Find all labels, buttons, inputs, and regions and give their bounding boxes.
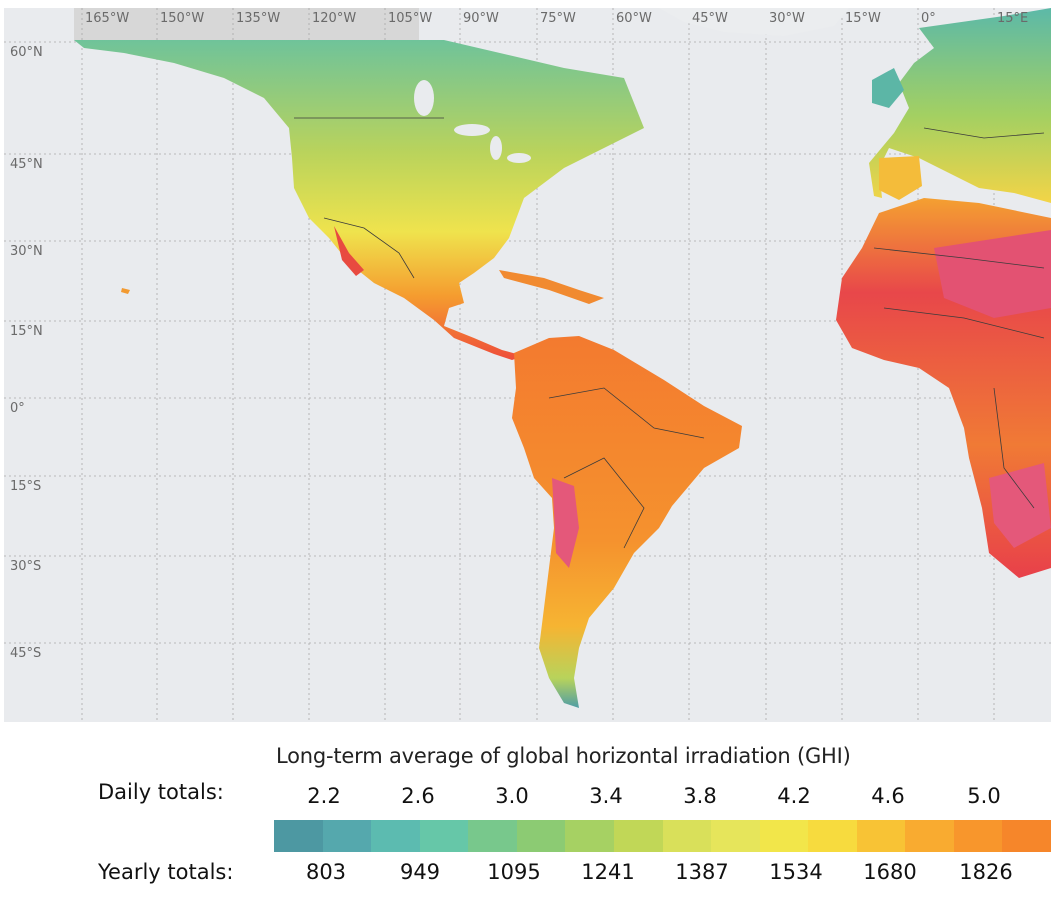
color-swatch xyxy=(371,820,420,852)
iberia xyxy=(879,156,922,200)
kalahari-peak xyxy=(989,463,1051,548)
color-swatch xyxy=(1002,820,1051,852)
daily-tick: 3.8 xyxy=(683,784,717,808)
daily-tick: 5.0 xyxy=(967,784,1001,808)
latitude-label: 60°N xyxy=(10,45,43,60)
longitude-label: 60°W xyxy=(616,11,652,26)
header-band xyxy=(74,8,419,41)
color-swatch xyxy=(274,820,323,852)
yearly-tick: 1534 xyxy=(769,860,823,884)
longitude-label: 0° xyxy=(921,11,936,26)
longitude-labels: 165°W 150°W 135°W 120°W 105°W 90°W 75°W 60°W 45°… xyxy=(85,11,1028,26)
legend: Long-term average of global horizontal i… xyxy=(0,722,1051,905)
longitude-label: 45°W xyxy=(692,11,728,26)
longitude-label: 30°W xyxy=(769,11,805,26)
color-swatch xyxy=(468,820,517,852)
yearly-tick: 1680 xyxy=(863,860,917,884)
daily-tick: 3.0 xyxy=(495,784,529,808)
latitude-label: 45°S xyxy=(10,646,41,661)
mexico-west-coast xyxy=(334,226,364,276)
latitude-label: 0° xyxy=(10,401,25,416)
latitude-label: 15°N xyxy=(10,324,43,339)
yearly-tick: 949 xyxy=(399,860,441,884)
longitude-label: 90°W xyxy=(463,11,499,26)
color-swatch xyxy=(613,820,663,852)
latitude-label: 30°N xyxy=(10,244,43,259)
longitude-label: 165°W xyxy=(85,11,129,26)
british-isles xyxy=(872,68,904,108)
yearly-tick: 1095 xyxy=(487,860,541,884)
sahara-peak xyxy=(934,230,1051,318)
solar-irradiation-map[interactable]: 165°W 150°W 135°W 120°W 105°W 90°W 75°W 60°W 45°… xyxy=(4,8,1051,722)
daily-tick: 2.2 xyxy=(307,784,341,808)
daily-tick: 4.2 xyxy=(777,784,811,808)
color-swatch xyxy=(565,820,614,852)
yearly-totals-label: Yearly totals: xyxy=(98,860,234,884)
europe xyxy=(869,8,1051,203)
daily-tick: 3.4 xyxy=(589,784,623,808)
yearly-tick: 1387 xyxy=(675,860,729,884)
longitude-label: 15°E xyxy=(997,11,1028,26)
atacama-high-irradiance xyxy=(552,478,579,568)
great-lakes xyxy=(414,80,531,163)
color-swatch xyxy=(953,820,1003,852)
longitude-label: 135°W xyxy=(236,11,280,26)
yearly-tick: 1241 xyxy=(581,860,635,884)
north-america xyxy=(74,40,644,360)
longitude-label: 105°W xyxy=(388,11,432,26)
yearly-tick: 1826 xyxy=(959,860,1013,884)
yearly-tick: 803 xyxy=(305,860,347,884)
color-swatch xyxy=(711,820,760,852)
latitude-labels: 60°N 45°N 30°N 15°N 0° 15°S 30°S 45°S xyxy=(10,45,43,661)
hawaii xyxy=(121,288,130,294)
color-swatch xyxy=(662,820,712,852)
color-swatch xyxy=(322,820,372,852)
daily-tick: 4.6 xyxy=(871,784,905,808)
color-swatch xyxy=(856,820,906,852)
legend-title: Long-term average of global horizontal i… xyxy=(276,744,851,768)
longitude-label: 120°W xyxy=(312,11,356,26)
longitude-label: 75°W xyxy=(540,11,576,26)
greenland xyxy=(659,8,849,36)
color-swatch xyxy=(759,820,809,852)
longitude-label: 15°W xyxy=(845,11,881,26)
color-scale-bar xyxy=(274,820,1051,852)
latitude-label: 30°S xyxy=(10,559,41,574)
caribbean-islands xyxy=(499,270,604,304)
color-swatch xyxy=(419,820,469,852)
south-america xyxy=(512,336,742,708)
latitude-label: 45°N xyxy=(10,157,43,172)
country-borders xyxy=(294,117,1045,549)
daily-tick: 2.6 xyxy=(401,784,435,808)
color-swatch xyxy=(808,820,857,852)
daily-totals-label: Daily totals: xyxy=(98,780,224,804)
color-swatch xyxy=(516,820,566,852)
color-swatch xyxy=(905,820,954,852)
longitude-label: 150°W xyxy=(160,11,204,26)
map-canvas: 165°W 150°W 135°W 120°W 105°W 90°W 75°W 60°W 45°… xyxy=(4,8,1051,722)
latitude-label: 15°S xyxy=(10,479,41,494)
